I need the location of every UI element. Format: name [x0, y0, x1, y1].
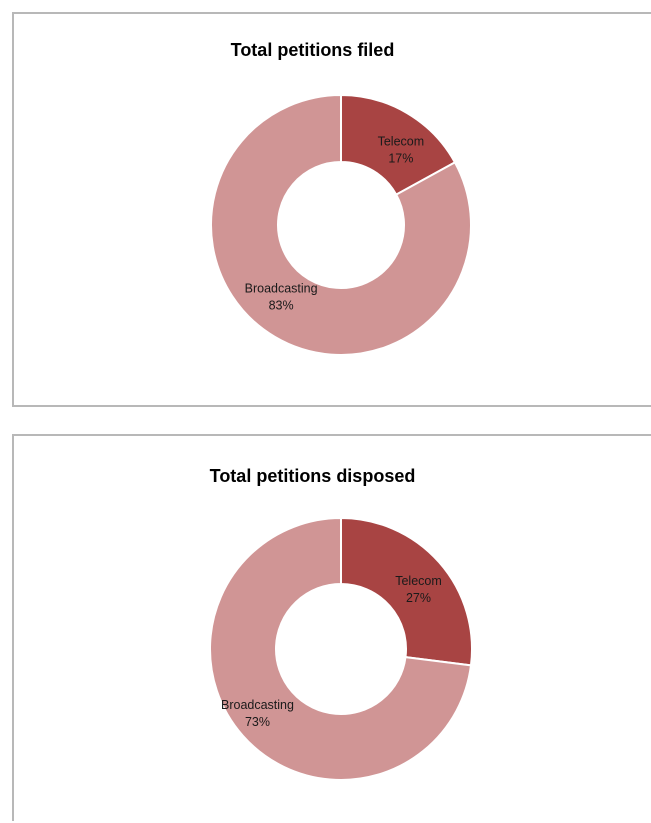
donut-chart-petitions-filed: Telecom 17% Broadcasting 83% — [210, 93, 472, 356]
slice-percent-telecom: 27% — [406, 591, 431, 605]
donut-chart-petitions-disposed: Telecom 27% Broadcasting 73% — [209, 516, 473, 781]
donut-slice-telecom — [340, 516, 473, 667]
donut-slice-broadcasting — [209, 516, 473, 781]
slice-label-telecom: Telecom — [378, 135, 425, 149]
slice-percent-broadcasting: 73% — [245, 715, 270, 729]
slice-label-telecom: Telecom — [395, 574, 442, 588]
donut-slice-broadcasting — [210, 93, 472, 356]
chart-panel-petitions-disposed: Total petitions disposed Telecom 27% Broad… — [12, 434, 651, 821]
chart-panel-petitions-filed: Total petitions filed Telecom 17% Broadcas… — [12, 12, 651, 407]
chart-title: Total petitions filed — [230, 40, 395, 60]
chart-title: Total petitions disposed — [209, 466, 416, 486]
slice-label-broadcasting: Broadcasting — [245, 281, 318, 295]
slice-label-broadcasting: Broadcasting — [221, 698, 294, 712]
slice-percent-telecom: 17% — [388, 152, 413, 166]
slice-percent-broadcasting: 83% — [269, 298, 294, 312]
